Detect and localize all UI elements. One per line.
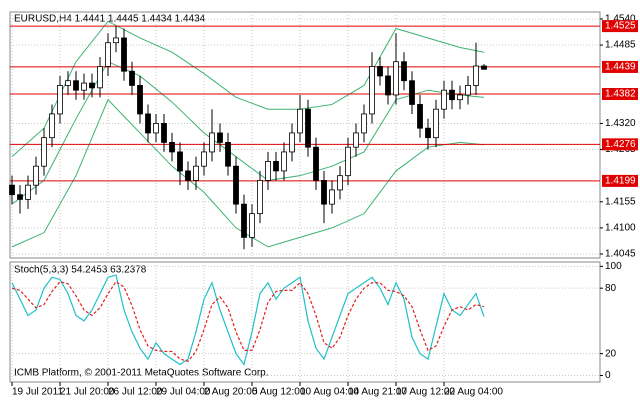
candle-body xyxy=(449,89,455,101)
candle-body xyxy=(353,132,359,148)
indicator-line xyxy=(11,274,485,366)
candle-body xyxy=(169,142,175,153)
y-tick-label: 100 xyxy=(605,261,622,272)
y-tick-label: 1.4045 xyxy=(605,249,636,260)
y-tick-label: 1.4320 xyxy=(605,118,636,129)
level-label: 1.4199 xyxy=(605,176,636,187)
candle-body xyxy=(257,180,263,215)
candle-body xyxy=(329,189,335,205)
candle-body xyxy=(113,37,119,44)
candle-body xyxy=(321,180,327,205)
candle-body xyxy=(193,165,199,181)
candle-body xyxy=(369,66,375,115)
candle-body xyxy=(25,184,31,200)
candle-body xyxy=(425,127,431,139)
candle-body xyxy=(73,80,79,91)
indicator-line xyxy=(11,280,485,362)
x-tick-label: 10 Aug 04:00 xyxy=(300,387,359,398)
candle-body xyxy=(385,75,391,96)
candle-body xyxy=(81,82,87,91)
candle-body xyxy=(225,142,231,167)
candle-body xyxy=(217,132,223,143)
x-tick-label: 2 Aug 20:00 xyxy=(204,387,258,398)
candle-body xyxy=(265,161,271,181)
candle-body xyxy=(185,170,191,181)
candle-body xyxy=(17,194,23,200)
x-tick-label: 22 Aug 04:00 xyxy=(444,387,503,398)
candle-body xyxy=(361,113,367,134)
candle-body xyxy=(201,151,207,167)
candle-body xyxy=(457,94,463,101)
candle-body xyxy=(129,70,135,86)
candle-body xyxy=(49,113,55,139)
x-tick-label: 17 Aug 12:00 xyxy=(396,387,455,398)
candle-body xyxy=(161,123,167,143)
level-label: 1.4525 xyxy=(605,21,636,32)
candle-body xyxy=(249,213,255,238)
band-line xyxy=(11,20,485,158)
candle-body xyxy=(297,108,303,134)
candle-body xyxy=(41,137,47,167)
indicator-title: Stoch(5,3,3) 54.2453 63.2378 xyxy=(14,265,147,276)
candle-body xyxy=(433,108,439,139)
candle-body xyxy=(281,151,287,172)
candle-body xyxy=(273,161,279,172)
candle-body xyxy=(209,132,215,153)
y-tick-label: 80 xyxy=(605,283,617,294)
candle-body xyxy=(393,61,399,96)
y-tick-label: 1.4100 xyxy=(605,223,636,234)
level-label-box xyxy=(602,88,638,100)
x-tick-label: 26 Jul 12:00 xyxy=(108,387,163,398)
x-tick-label: 21 Jul 20:00 xyxy=(60,387,115,398)
candle-body xyxy=(9,184,15,196)
candle-body xyxy=(121,37,127,72)
indicator-panel xyxy=(9,261,601,383)
level-label-box xyxy=(602,60,638,73)
candle-body xyxy=(137,85,143,115)
candle-body xyxy=(337,175,343,191)
level-label: 1.4439 xyxy=(605,62,636,73)
candle-body xyxy=(345,146,351,177)
y-tick-label: 1.4540 xyxy=(605,14,636,25)
candle-body xyxy=(177,151,183,172)
candle-body xyxy=(481,65,487,70)
candle-body xyxy=(145,113,151,134)
y-tick-label: 20 xyxy=(605,348,617,359)
candle-body xyxy=(377,66,383,77)
candle-body xyxy=(441,89,447,110)
candle-body xyxy=(89,82,95,89)
candle-body xyxy=(473,65,479,86)
candle-body xyxy=(105,42,111,67)
candle-body xyxy=(305,108,311,148)
y-tick-label: 1.4155 xyxy=(605,196,636,207)
x-tick-label: 29 Jul 04:00 xyxy=(156,387,211,398)
x-tick-label: 19 Jul 2011 xyxy=(12,387,63,398)
candle-body xyxy=(57,85,63,115)
candle-body xyxy=(153,123,159,134)
candle-body xyxy=(33,165,39,186)
level-label-box xyxy=(602,174,638,187)
level-label-box xyxy=(602,20,638,33)
candle-body xyxy=(313,146,319,181)
candle-body xyxy=(97,66,103,89)
y-tick-label: 1.4485 xyxy=(605,40,636,51)
main-panel xyxy=(9,11,601,259)
candle-body xyxy=(465,85,471,96)
candle-body xyxy=(65,80,71,86)
level-label: 1.4382 xyxy=(605,89,636,100)
copyright: ICMB Platform, © 2001-2011 MetaQuotes So… xyxy=(14,368,269,379)
level-label: 1.4276 xyxy=(605,139,636,150)
candle-body xyxy=(417,104,423,129)
candle-body xyxy=(409,80,415,105)
candle-body xyxy=(289,132,295,153)
candle-body xyxy=(401,61,407,82)
x-tick-label: 14 Aug 21:00 xyxy=(348,387,407,398)
y-tick-label: 0 xyxy=(605,370,611,381)
band-line xyxy=(11,98,485,248)
candle-body xyxy=(233,165,239,205)
candle-body xyxy=(241,203,247,238)
level-label-box xyxy=(602,138,638,151)
x-tick-label: 5 Aug 12:00 xyxy=(252,387,306,398)
